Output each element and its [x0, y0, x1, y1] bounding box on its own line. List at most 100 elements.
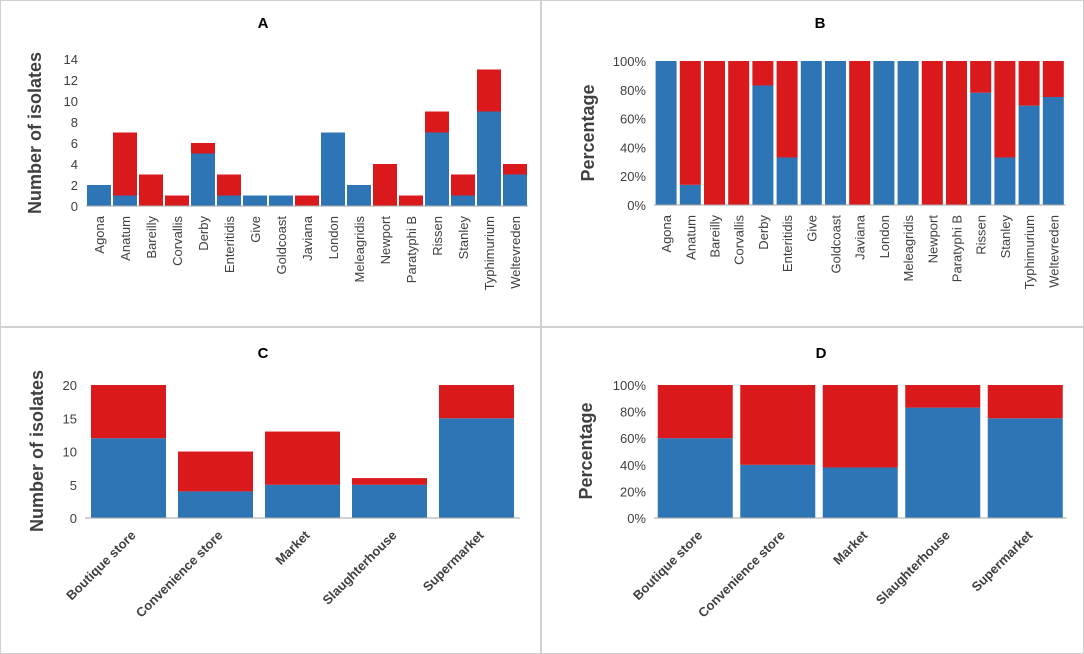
chart-a-bar-blue: [243, 195, 267, 206]
chart-b-bar-red: [776, 61, 798, 158]
chart-a-category-label: Goldcoast: [274, 216, 289, 275]
chart-b-category-label: Weltevreden: [1046, 215, 1061, 288]
chart-a-bar-blue: [191, 153, 215, 206]
chart-b-category-label: Agona: [659, 214, 674, 252]
chart-b-bar-blue: [800, 61, 822, 205]
chart-b-category-label: Enteritidis: [780, 215, 795, 273]
chart-a-ytick: 2: [71, 178, 78, 193]
chart-d-category-label: Convenience store: [695, 528, 788, 621]
chart-c-category-label: Boutique store: [63, 528, 138, 603]
chart-d-ytick: 60%: [620, 431, 646, 446]
chart-a-bar-red: [399, 195, 423, 206]
chart-c-bar-red: [178, 451, 253, 492]
chart-a-bar-blue: [217, 195, 241, 206]
chart-b-category-label: Meleagridis: [901, 215, 916, 282]
chart-b-ytick: 100%: [613, 54, 647, 69]
chart-c-bar-red: [265, 431, 340, 485]
chart-c-bar-blue: [178, 491, 253, 518]
chart-d-ylabel: Percentage: [576, 402, 596, 499]
chart-a-category-label: Stanley: [456, 216, 471, 260]
chart-b-category-label: Newport: [925, 215, 940, 264]
chart-b-bar-red: [921, 61, 943, 205]
chart-c-ytick: 15: [63, 411, 77, 426]
chart-a-bar-blue: [425, 132, 449, 206]
chart-d-title: D: [816, 345, 827, 362]
chart-d-bar-blue: [822, 467, 898, 518]
chart-b-bar-blue: [655, 61, 677, 205]
chart-a-bar-red: [451, 174, 475, 196]
chart-b-ytick: 40%: [620, 140, 646, 155]
chart-d-bar-red: [987, 385, 1063, 419]
chart-d-bar-red: [905, 385, 981, 408]
chart-b-category-label: Anatum: [683, 215, 698, 260]
chart-panel-a: A Number of isolates 0 2 4 6 8 10 12 14 Agona Anatu…: [0, 0, 541, 327]
chart-a-bar-red: [477, 69, 501, 112]
chart-b-bar-blue: [873, 61, 895, 205]
chart-d-bar-blue: [657, 438, 733, 518]
chart-b-bar-red: [849, 61, 871, 205]
chart-b-category-label: Javiana: [853, 214, 868, 260]
chart-d-ytick: 20%: [620, 484, 646, 499]
chart-a-category-label: Newport: [378, 216, 393, 265]
chart-c-ytick: 20: [63, 378, 77, 393]
chart-c-ylabel: Number of isolates: [27, 370, 47, 532]
chart-panel-b: B Percentage 0% 20% 40% 60% 80% 100% Agona Anatum…: [541, 0, 1084, 327]
chart-a-ytick: 4: [71, 157, 78, 172]
chart-a-bar-red: [373, 164, 397, 206]
chart-c-category-label: Convenience store: [133, 528, 226, 621]
chart-b-bar-red: [1042, 61, 1064, 97]
chart-panel-d: D Percentage 0% 20% 40% 60% 80% 100% Boutique st…: [541, 327, 1084, 654]
chart-a-bar-red: [165, 195, 189, 206]
chart-b-bar-red: [970, 61, 992, 93]
chart-a-ytick: 14: [64, 52, 78, 67]
chart-b-bar-blue: [897, 61, 919, 205]
chart-a-category-label: Rissen: [430, 216, 445, 256]
chart-d-category-label: Supermarket: [969, 527, 1036, 594]
chart-a-title: A: [258, 15, 269, 32]
chart-a-ylabel: Number of isolates: [25, 52, 45, 214]
chart-d-ytick: 80%: [620, 405, 646, 420]
chart-b-ytick: 0%: [627, 198, 646, 213]
chart-c-category-label: Supermarket: [420, 527, 487, 594]
chart-d-bar-blue: [987, 418, 1063, 518]
chart-d-bar-blue: [905, 407, 981, 518]
chart-b-category-label: Typhimurium: [1022, 215, 1037, 289]
chart-a-bar-blue: [347, 185, 371, 206]
chart-b-bar-red: [704, 61, 725, 205]
chart-c-bar-blue: [91, 438, 166, 518]
chart-b-bar-blue: [679, 184, 701, 205]
chart-a-bar-red: [113, 132, 137, 196]
chart-a-ytick: 8: [71, 115, 78, 130]
chart-b-bar-blue: [1018, 105, 1040, 205]
chart-a-category-label: Paratyphi B: [404, 216, 419, 283]
chart-a-category-label: London: [326, 216, 341, 259]
chart-d-ytick: 0%: [627, 511, 646, 526]
chart-d-svg: D Percentage 0% 20% 40% 60% 80% 100% Boutique st…: [576, 345, 1067, 621]
chart-d-bar-red: [657, 385, 733, 439]
chart-b-bar-red: [994, 61, 1016, 158]
chart-a-bar-blue: [477, 111, 501, 206]
chart-d-ytick: 100%: [613, 378, 647, 393]
chart-b-bar-red: [728, 61, 750, 205]
chart-c-ytick: 10: [63, 445, 77, 460]
chart-b-svg: B Percentage 0% 20% 40% 60% 80% 100% Agona Anatum…: [578, 15, 1066, 289]
chart-c-bar-red: [439, 385, 514, 419]
chart-a-ytick: 6: [71, 136, 78, 151]
chart-a-category-label: Give: [248, 216, 263, 243]
chart-a-bar-blue: [503, 174, 527, 206]
chart-c-ytick: 5: [70, 478, 77, 493]
chart-d-bar-blue: [740, 464, 816, 518]
chart-d-bar-red: [740, 385, 816, 465]
chart-a-category-label: Javiana: [300, 215, 315, 261]
chart-a-bar-red: [295, 195, 319, 206]
chart-a-bar-blue: [113, 195, 137, 206]
chart-b-category-label: Derby: [756, 215, 771, 250]
chart-a-category-label: Meleagridis: [352, 216, 367, 283]
chart-b-bar-red: [752, 61, 774, 86]
chart-b-category-label: Give: [804, 215, 819, 242]
chart-a-bar-blue: [321, 132, 345, 206]
chart-c-ytick: 0: [70, 511, 77, 526]
chart-a-category-label: Anatum: [118, 216, 133, 261]
chart-a-bar-red: [217, 174, 241, 196]
chart-a-category-label: Enteritidis: [222, 216, 237, 274]
